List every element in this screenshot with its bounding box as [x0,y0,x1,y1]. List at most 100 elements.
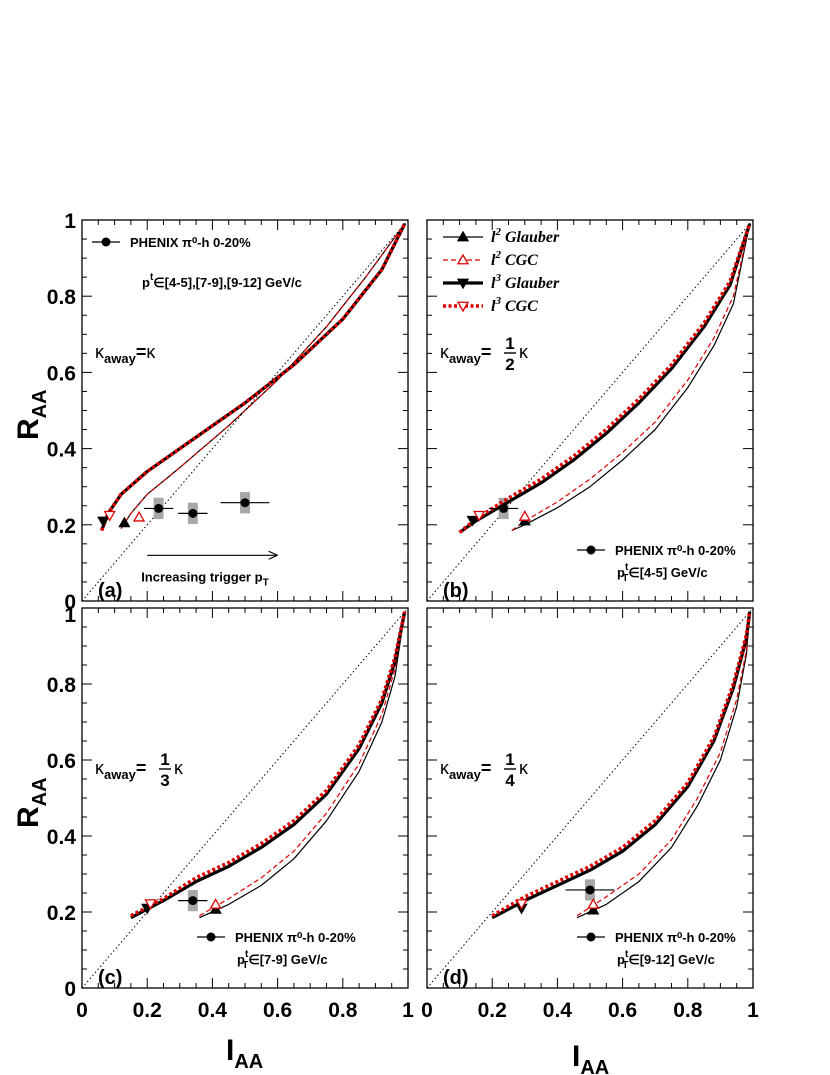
series-marker [587,903,600,915]
y-tick-label: 0.6 [47,362,76,385]
phenix-legend-marker [586,545,596,555]
series-line [130,611,407,918]
kappa-label: κaway= [440,758,491,782]
series-line [491,611,752,918]
panel-d: 0 0.2 0.4 0.6 0.8 1 (d) κaway= 1 4κ PHENIX π⁰-h 0-… [421,607,759,1022]
legend-label: l3 Glauber [491,272,560,292]
series-marker [209,898,222,909]
series-line [199,611,406,917]
data-point [499,503,509,513]
data-point [585,885,595,895]
series-line [576,611,751,919]
pt-range-label: pt T∈[4-5] GeV/c [617,562,708,584]
kappa-fraction-denominator: 2 [505,355,514,374]
pt-range-label: pt T∈[7-9] GeV/c [237,949,328,971]
panel-label: (b) [443,580,469,602]
pt-range-label: pt T∈[9-12] GeV/c [617,949,715,971]
legend-label: l2 Glauber [491,226,560,246]
series-line [130,611,407,920]
phenix-label: PHENIX π⁰-h 0-20% [615,930,736,945]
y-tick-label: 1 [64,604,76,627]
kappa-label: κaway= [440,342,491,366]
series-marker [118,516,131,528]
y-tick-label: 0.8 [47,286,77,309]
legend-marker [456,230,470,242]
kappa-fraction-numerator: 1 [505,750,514,769]
x-tick-label: 0 [76,999,88,1022]
panel-label: (c) [98,967,122,989]
trigger-arrow-head [268,550,278,560]
legend-marker [456,301,470,313]
x-tick-label: 0.6 [608,999,637,1022]
phenix-label: PHENIX π⁰-h 0-20% [130,235,251,250]
y-tick-label: 0.8 [47,674,77,697]
kappa-label: κaway= [95,758,146,782]
phenix-legend-marker [206,932,216,942]
y-axis-title-top: RAA [12,389,51,440]
series-marker [132,510,146,522]
series-line [120,223,406,529]
kappa-symbol: κ [519,758,529,778]
series-line [458,223,752,534]
x-tick-label: 1 [402,999,414,1022]
y-tick-label: 0.6 [47,750,76,773]
y-tick-label: 0.4 [47,826,77,849]
legend-marker [456,253,470,265]
data-point [188,508,198,518]
series-marker [144,899,157,910]
series-line [576,611,751,917]
x-tick-label: 0 [421,999,433,1022]
x-tick-label: 1 [747,999,759,1022]
panel-c: 0 0.2 0.4 0.6 0.8 1 0 0.2 0.4 0.6 0.8 1 (c) κaway= 1 3κ… [47,604,414,1022]
x-axis-title-right: IAA [572,1040,609,1075]
series-marker [518,510,531,521]
kappa-label: κaway=κ [95,342,156,366]
series-line [511,223,751,531]
legend-label: l3 CGC [491,295,538,315]
series-marker [466,515,479,527]
diagonal-reference-line [81,607,409,989]
series-marker [473,510,486,522]
phenix-label: PHENIX π⁰-h 0-20% [615,543,736,558]
series-marker [587,898,600,909]
y-axis-title-bottom: RAA [12,777,51,828]
legend-marker [456,278,470,290]
series-marker [515,899,528,910]
arrow-annotation: Increasing trigger pT [141,569,268,588]
series-line [199,611,406,919]
series-line [120,223,406,529]
x-tick-label: 0.6 [263,999,292,1022]
series-line [511,223,751,532]
phenix-label: PHENIX π⁰-h 0-20% [235,930,356,945]
x-tick-label: 0.4 [543,999,573,1022]
x-tick-label: 0.8 [328,999,358,1022]
phenix-legend-marker [101,237,111,247]
diagonal-reference-line [426,607,754,989]
kappa-fraction-denominator: 3 [160,771,169,790]
y-tick-label: 0 [64,591,76,614]
x-tick-label: 0.2 [133,999,162,1022]
pt-range-label: pt∈[4-5],[7-9],[9-12] GeV/c [142,272,302,290]
series-marker [103,510,116,522]
series-line [458,223,752,534]
y-tick-label: 0.2 [47,902,76,925]
x-tick-label: 0.2 [478,999,507,1022]
data-point [240,498,250,508]
kappa-fraction-denominator: 4 [505,771,515,790]
x-axis-title-left: IAA [226,1034,263,1073]
kappa-symbol: κ [174,758,184,778]
series-line [491,611,752,920]
x-tick-label: 0.8 [673,999,703,1022]
kappa-fraction-numerator: 1 [505,334,514,353]
x-tick-label: 0.4 [198,999,228,1022]
panel-label: (d) [443,967,469,989]
kappa-fraction-numerator: 1 [160,750,169,769]
data-point [188,896,198,906]
series-line [99,222,407,532]
data-point [154,503,164,513]
kappa-symbol: κ [519,342,529,362]
phenix-legend-marker [586,932,596,942]
series-marker [97,516,110,528]
y-tick-label: 0 [64,978,76,1001]
